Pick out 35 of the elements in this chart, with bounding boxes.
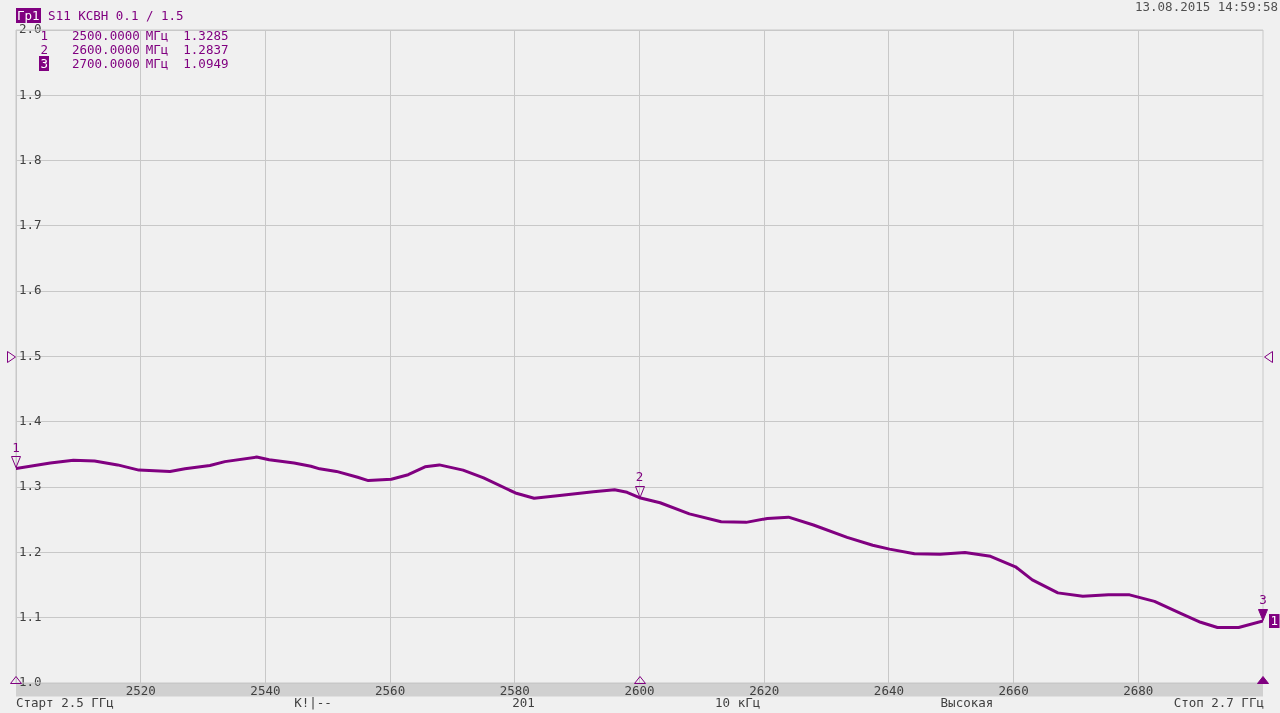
text: Стоп 2.7 ГГц — [1173, 695, 1264, 710]
y-tick-label: 1.1 — [19, 608, 42, 624]
text: К!|-- — [294, 695, 332, 710]
x-tick-label: 2660 — [998, 682, 1029, 698]
y-tick-label: 1.8 — [19, 151, 42, 167]
text: 10 кГц — [715, 695, 761, 710]
x-tick-label: 2620 — [749, 682, 780, 698]
text: Старт 2.5 ГГц — [16, 695, 114, 710]
text: 1 2500.0000 МГц 1.3285 — [40, 28, 229, 43]
x-tick-label: 2600 — [624, 682, 655, 698]
annotation: 2 — [635, 468, 644, 484]
annotation: 1 — [12, 439, 20, 455]
y-tick-label: 1.3 — [19, 478, 42, 494]
y-tick-label: 1.9 — [19, 86, 42, 102]
y-tick-label: 1.5 — [19, 347, 42, 363]
annotation: 3 — [1259, 592, 1267, 608]
text: 13.08.2015 14:59:58 — [1135, 0, 1278, 14]
chart-title: Гр1 S11 КСВН 0.1 / 1.5 — [16, 8, 184, 23]
y-tick-label: 2.0 — [19, 21, 42, 37]
x-tick-label: 2520 — [125, 682, 156, 698]
y-tick-label: 1.4 — [19, 413, 42, 429]
y-tick-label: 1.0 — [19, 674, 42, 690]
x-tick-label: 2680 — [1123, 682, 1154, 698]
x-tick-label: 2640 — [873, 682, 904, 698]
text: 3 2700.0000 МГц 1.0949 — [40, 56, 229, 71]
y-tick-label: 1.2 — [19, 543, 42, 559]
x-tick-label: 2580 — [499, 682, 530, 698]
y-tick-label: 1.7 — [19, 217, 42, 233]
legend-label: 1 — [1270, 612, 1279, 628]
text: 201 — [512, 695, 535, 710]
text: Высокая — [940, 695, 994, 710]
x-tick-label: 2560 — [375, 682, 406, 698]
text: 2 2600.0000 МГц 1.2837 — [40, 42, 229, 57]
y-tick-label: 1.6 — [19, 282, 42, 298]
x-tick-label: 2540 — [250, 682, 281, 698]
